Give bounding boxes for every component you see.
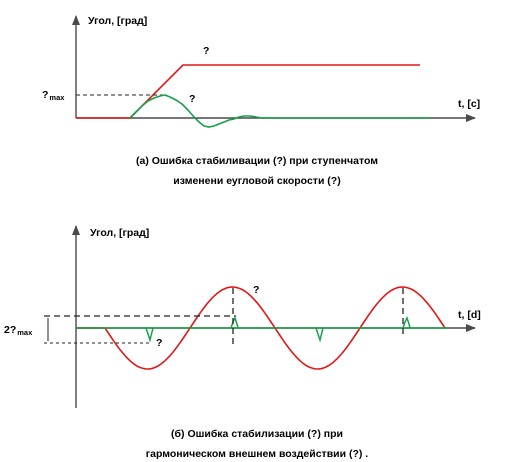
bottom-error-spike-2 [230,316,239,329]
bottom-harmonic-input-curve [76,286,446,370]
bottom-caption-line2: гармоническом внешнем воздействии (?) . [146,448,369,460]
top-max-label: ?max [42,89,65,102]
top-y-axis-label: Угол, [град] [88,15,147,27]
bottom-error-spike-3 [315,327,324,343]
bottom-upper-label: ? [253,284,259,296]
bottom-y-axis-label: Угол, [град] [90,227,149,239]
bottom-error-spike-1 [145,327,154,343]
bottom-caption-line1: (б) Ошибка стабилизации (?) при [171,428,343,440]
top-caption-line1: (а) Ошибка стабиливации (?) при ступенча… [136,155,378,167]
bottom-lower-label: ? [156,337,162,349]
top-x-axis-label: t, [c] [458,98,480,110]
bottom-graph: Угол, [град] t, [d] 2?max ? ? (б) Ошибка… [4,225,481,460]
bottom-amplitude-label: 2?max [4,324,33,337]
bottom-x-axis-label: t, [d] [458,309,481,321]
bottom-error-spike-4 [402,316,411,329]
top-error-response-curve [129,94,430,128]
top-caption-line2: изменени еугловой скорости (?) [173,175,340,187]
top-error-label: ? [189,93,195,105]
top-graph: Угол, [град] t, [c] ?max ? ? (а) Ошибка … [42,15,480,187]
top-step-input-line [76,64,420,119]
top-step-label: ? [203,45,209,57]
